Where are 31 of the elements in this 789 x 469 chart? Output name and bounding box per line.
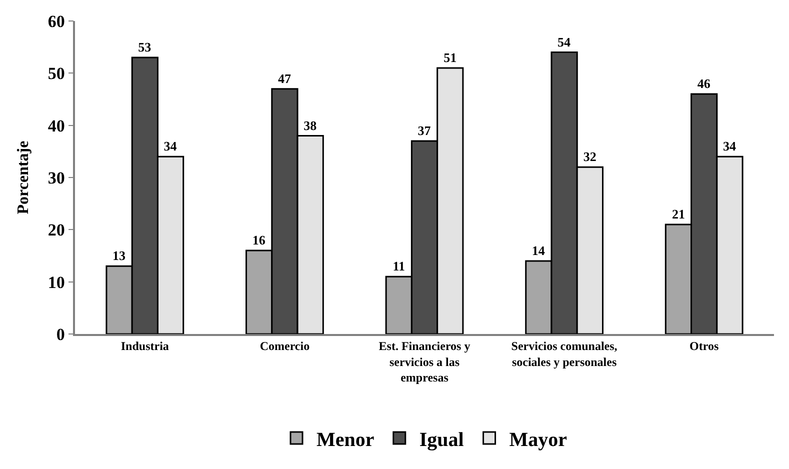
y-tick-label: 0 [56,324,65,344]
y-tick-label: 20 [48,220,65,240]
y-axis-title: Porcentaje [15,140,32,214]
data-label: 14 [532,242,546,258]
legend-label: Igual [419,428,464,451]
data-label: 13 [112,248,126,264]
x-tick-label: Comercio [260,339,310,354]
data-label: 54 [558,34,572,50]
legend-label: Mayor [509,428,568,451]
y-tick-label: 60 [48,12,65,31]
y-tick-label: 50 [48,64,65,84]
data-label: 37 [418,122,432,138]
y-tick-label: 30 [48,168,65,188]
data-label: 46 [697,76,711,92]
x-tick-label: Otros [690,339,719,354]
data-label: 34 [722,138,736,154]
data-label: 47 [278,70,292,86]
legend-label: Menor [316,428,374,451]
y-tick-label: 40 [48,116,65,136]
x-tick-label: Industria [120,339,169,354]
data-label: 53 [138,40,152,55]
data-label: 11 [392,258,406,274]
data-label: 21 [672,206,685,222]
data-label: 16 [252,232,266,248]
x-tick-label: Servicios comunales, sociales y personales [511,339,618,369]
data-label: 32 [583,149,596,164]
y-tick-label: 10 [48,272,65,292]
data-label: 51 [444,50,457,65]
x-tick-label: Est. Financieros y servicios a las empresas [378,339,470,384]
data-label: 34 [164,138,178,154]
data-label: 38 [304,118,318,133]
